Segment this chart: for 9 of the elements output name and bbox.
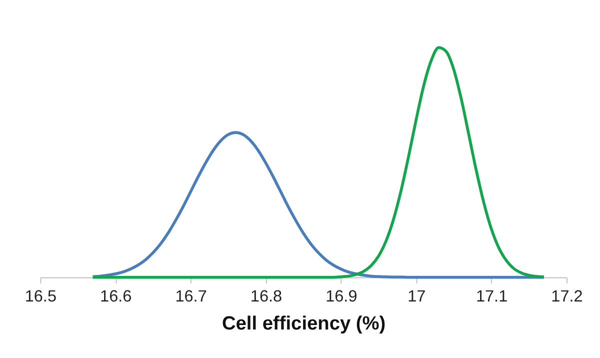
x-tick-label: 16.9 xyxy=(326,288,358,306)
x-tick-label: 16.6 xyxy=(100,288,132,306)
x-tick-label: 17.1 xyxy=(476,288,508,306)
x-axis-title: Cell efficiency (%) xyxy=(222,313,386,334)
x-tick-label: 16.7 xyxy=(175,288,207,306)
x-tick-label: 17 xyxy=(408,288,426,306)
x-tick-label: 16.5 xyxy=(24,288,56,306)
x-tick-label: 16.8 xyxy=(250,288,282,306)
x-tick-label: 17.2 xyxy=(551,288,583,306)
